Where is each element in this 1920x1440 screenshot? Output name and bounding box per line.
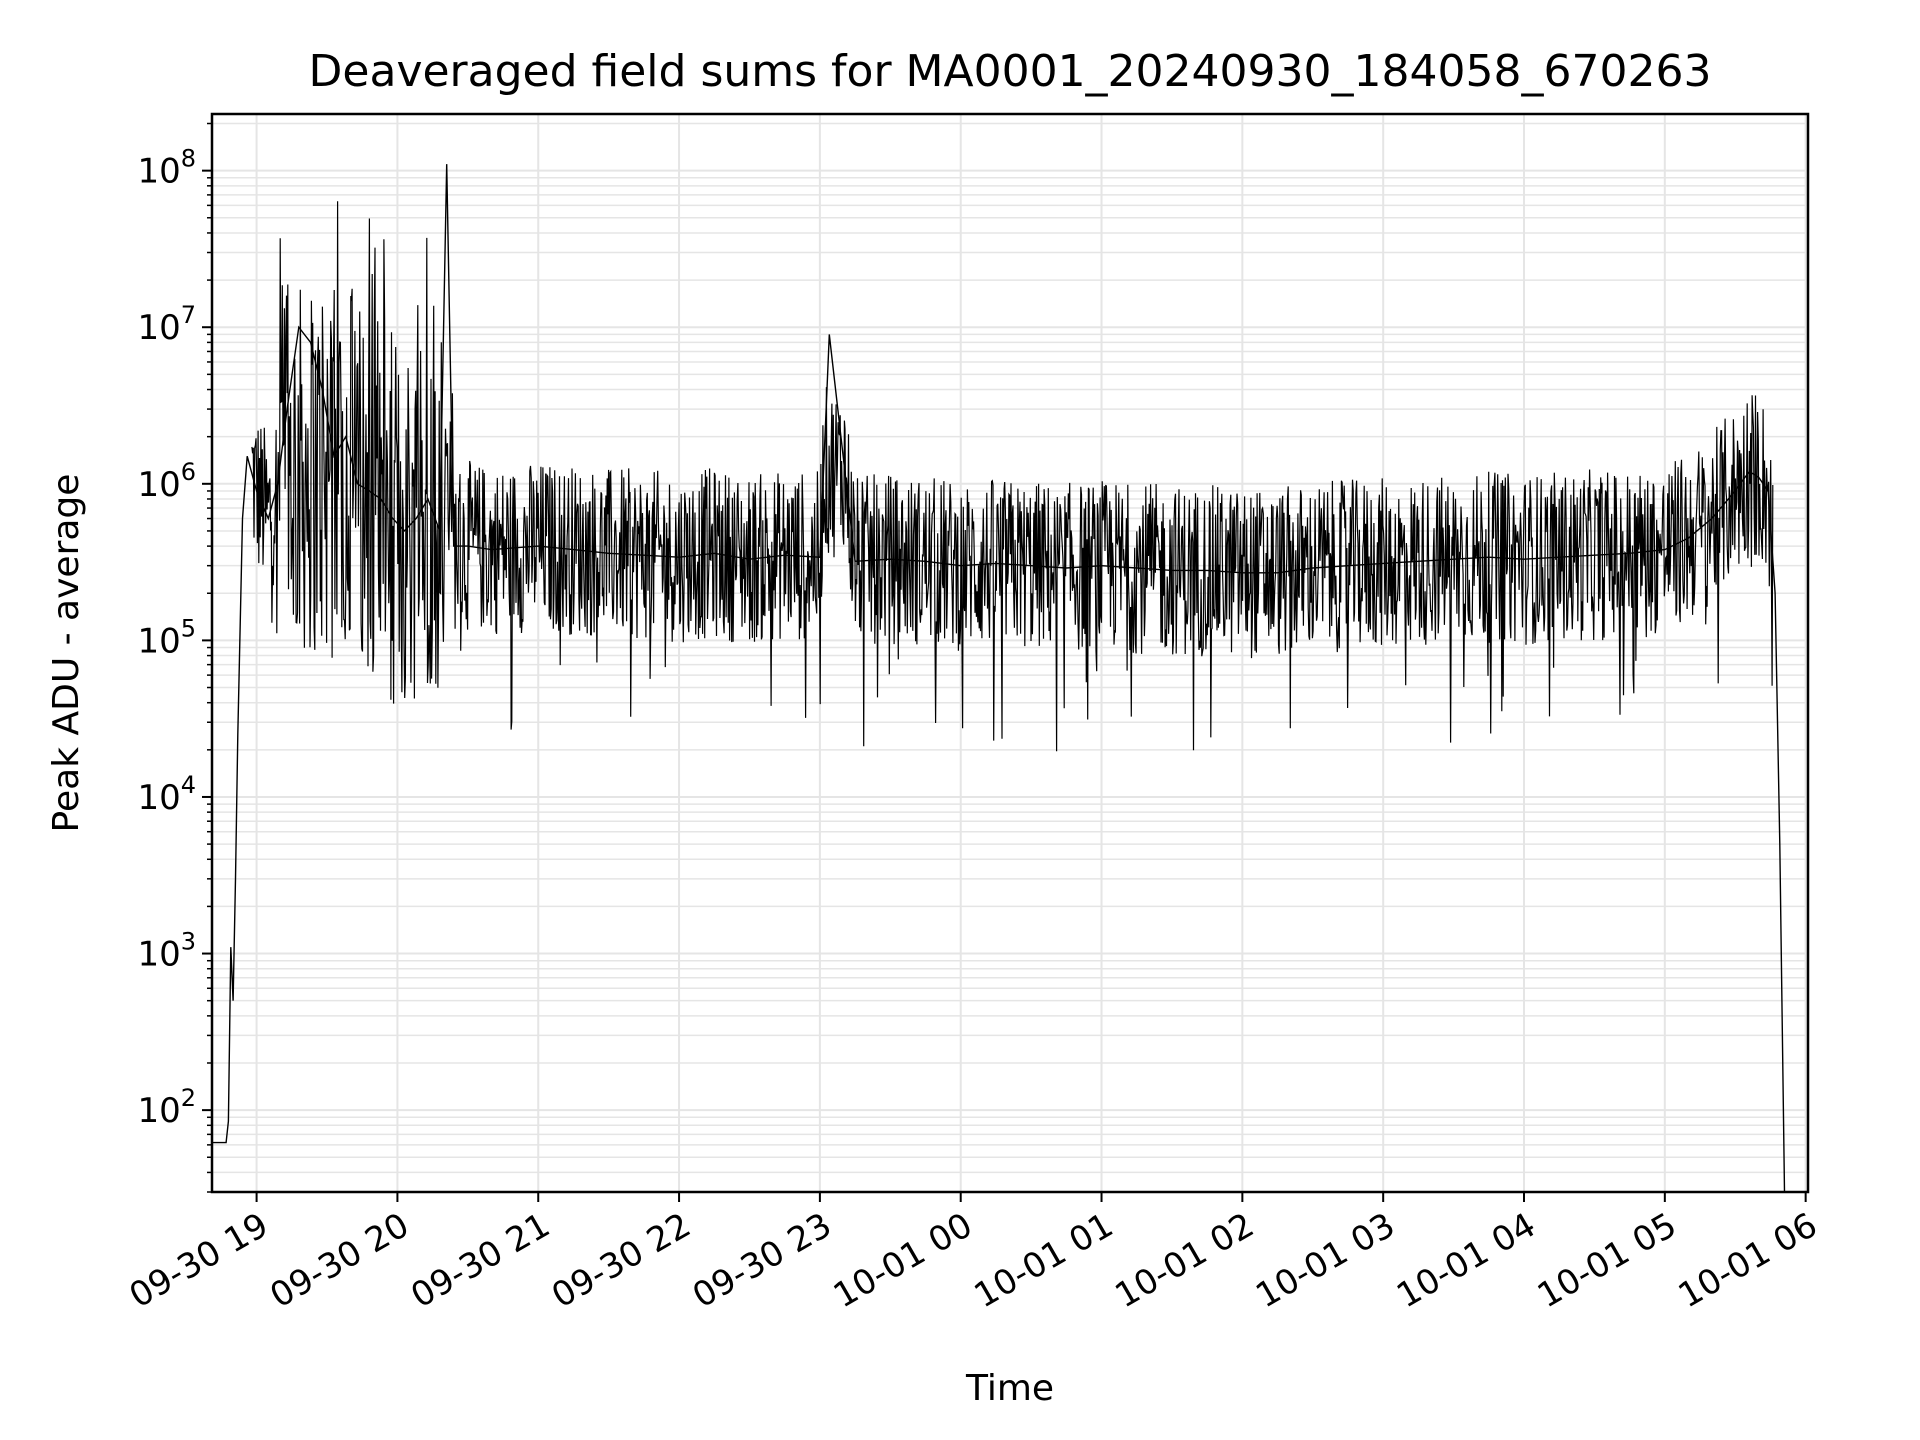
x-tick-label: 10-01 01: [968, 1205, 1120, 1316]
y-tick-exponent: 8: [181, 145, 196, 173]
y-tick-exponent: 4: [181, 771, 196, 799]
y-tick-exponent: 6: [181, 458, 196, 486]
x-tick-label: 10-01 06: [1672, 1205, 1824, 1316]
plot-frame: [210, 112, 1810, 1194]
series-line: [212, 164, 1786, 1193]
minor-gridlines: [212, 122, 1808, 1193]
x-tick-label: 10-01 03: [1249, 1205, 1401, 1316]
x-tick-label: 09-30 21: [404, 1205, 556, 1316]
x-tick-label: 10-01 00: [827, 1205, 979, 1316]
y-tick-label: 104: [137, 771, 196, 818]
y-tick-label: 105: [137, 614, 196, 661]
major-gridlines: [212, 114, 1808, 1192]
y-axis-label: Peak ADU - average: [46, 474, 87, 833]
y-tick-label: 106: [137, 458, 196, 505]
x-tick-label: 09-30 23: [686, 1205, 838, 1316]
chart-title: Deaveraged field sums for MA0001_2024093…: [309, 46, 1712, 97]
y-tick-label: 107: [137, 301, 196, 348]
x-tick-label: 09-30 22: [545, 1205, 697, 1316]
x-tick-label: 10-01 04: [1390, 1205, 1542, 1316]
series-layer: [212, 164, 1786, 1193]
x-tick-label: 09-30 19: [123, 1205, 275, 1316]
x-tick-label: 10-01 02: [1108, 1205, 1260, 1316]
y-tick-exponent: 7: [181, 301, 196, 329]
y-axis-ticks: 102 103 104 105 106 107 108: [137, 122, 212, 1193]
x-axis-label: Time: [965, 1368, 1054, 1409]
series-noise-trace: [251, 201, 1774, 752]
y-tick-label: 102: [137, 1084, 196, 1131]
y-tick-exponent: 5: [181, 614, 196, 642]
y-tick-label: 108: [137, 145, 196, 192]
x-tick-label: 10-01 05: [1531, 1205, 1683, 1316]
y-tick-label: 103: [137, 928, 196, 975]
y-tick-exponent: 2: [181, 1084, 196, 1112]
x-tick-label: 09-30 20: [264, 1205, 416, 1316]
y-tick-exponent: 3: [181, 928, 196, 956]
